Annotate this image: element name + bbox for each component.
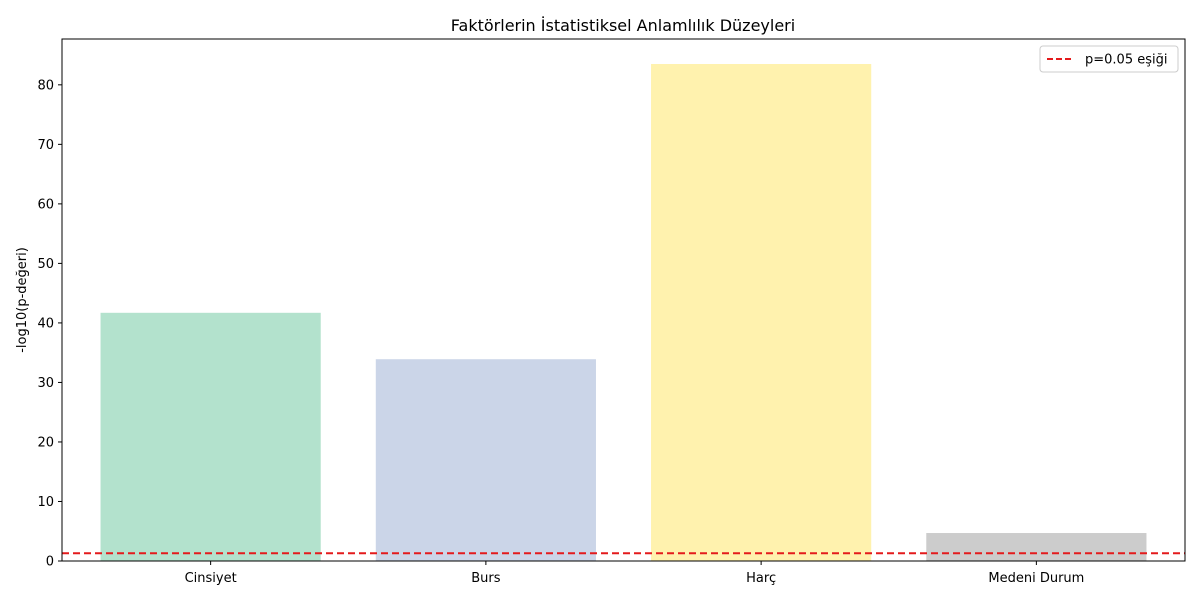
x-tick-label: Burs [471,571,501,586]
y-tick-label: 20 [37,435,54,450]
y-axis-label: -log10(p-değeri) [15,247,30,353]
chart-title: Faktörlerin İstatistiksel Anlamlılık Düz… [451,16,795,35]
x-tick-label: Cinsiyet [185,571,237,586]
legend-box [1039,45,1179,73]
bar-burs [375,359,596,561]
y-tick-label: 60 [37,197,54,212]
plot-frame [61,38,1186,562]
bar-harç [651,63,872,561]
legend-entry-threshold: p=0.05 eşiği [1085,53,1167,68]
y-tick-label: 40 [37,316,54,331]
bar-medeni-durum [926,533,1147,561]
y-tick-label: 50 [37,257,54,272]
x-tick-label: Harç [746,571,776,586]
bar-cinsiyet [100,312,321,561]
y-axis: 0 10 20 30 40 50 60 70 80 [37,78,62,570]
x-axis: Cinsiyet Burs Harç Medeni Durum [185,561,1084,586]
y-tick-label: 30 [37,376,54,391]
x-tick-label: Medeni Durum [988,571,1084,586]
y-tick-label: 0 [46,555,54,570]
bars-group [100,63,1147,561]
y-tick-label: 10 [37,495,54,510]
y-tick-label: 80 [37,78,54,93]
legend: p=0.05 eşiği [1039,45,1179,73]
y-tick-label: 70 [37,138,54,153]
